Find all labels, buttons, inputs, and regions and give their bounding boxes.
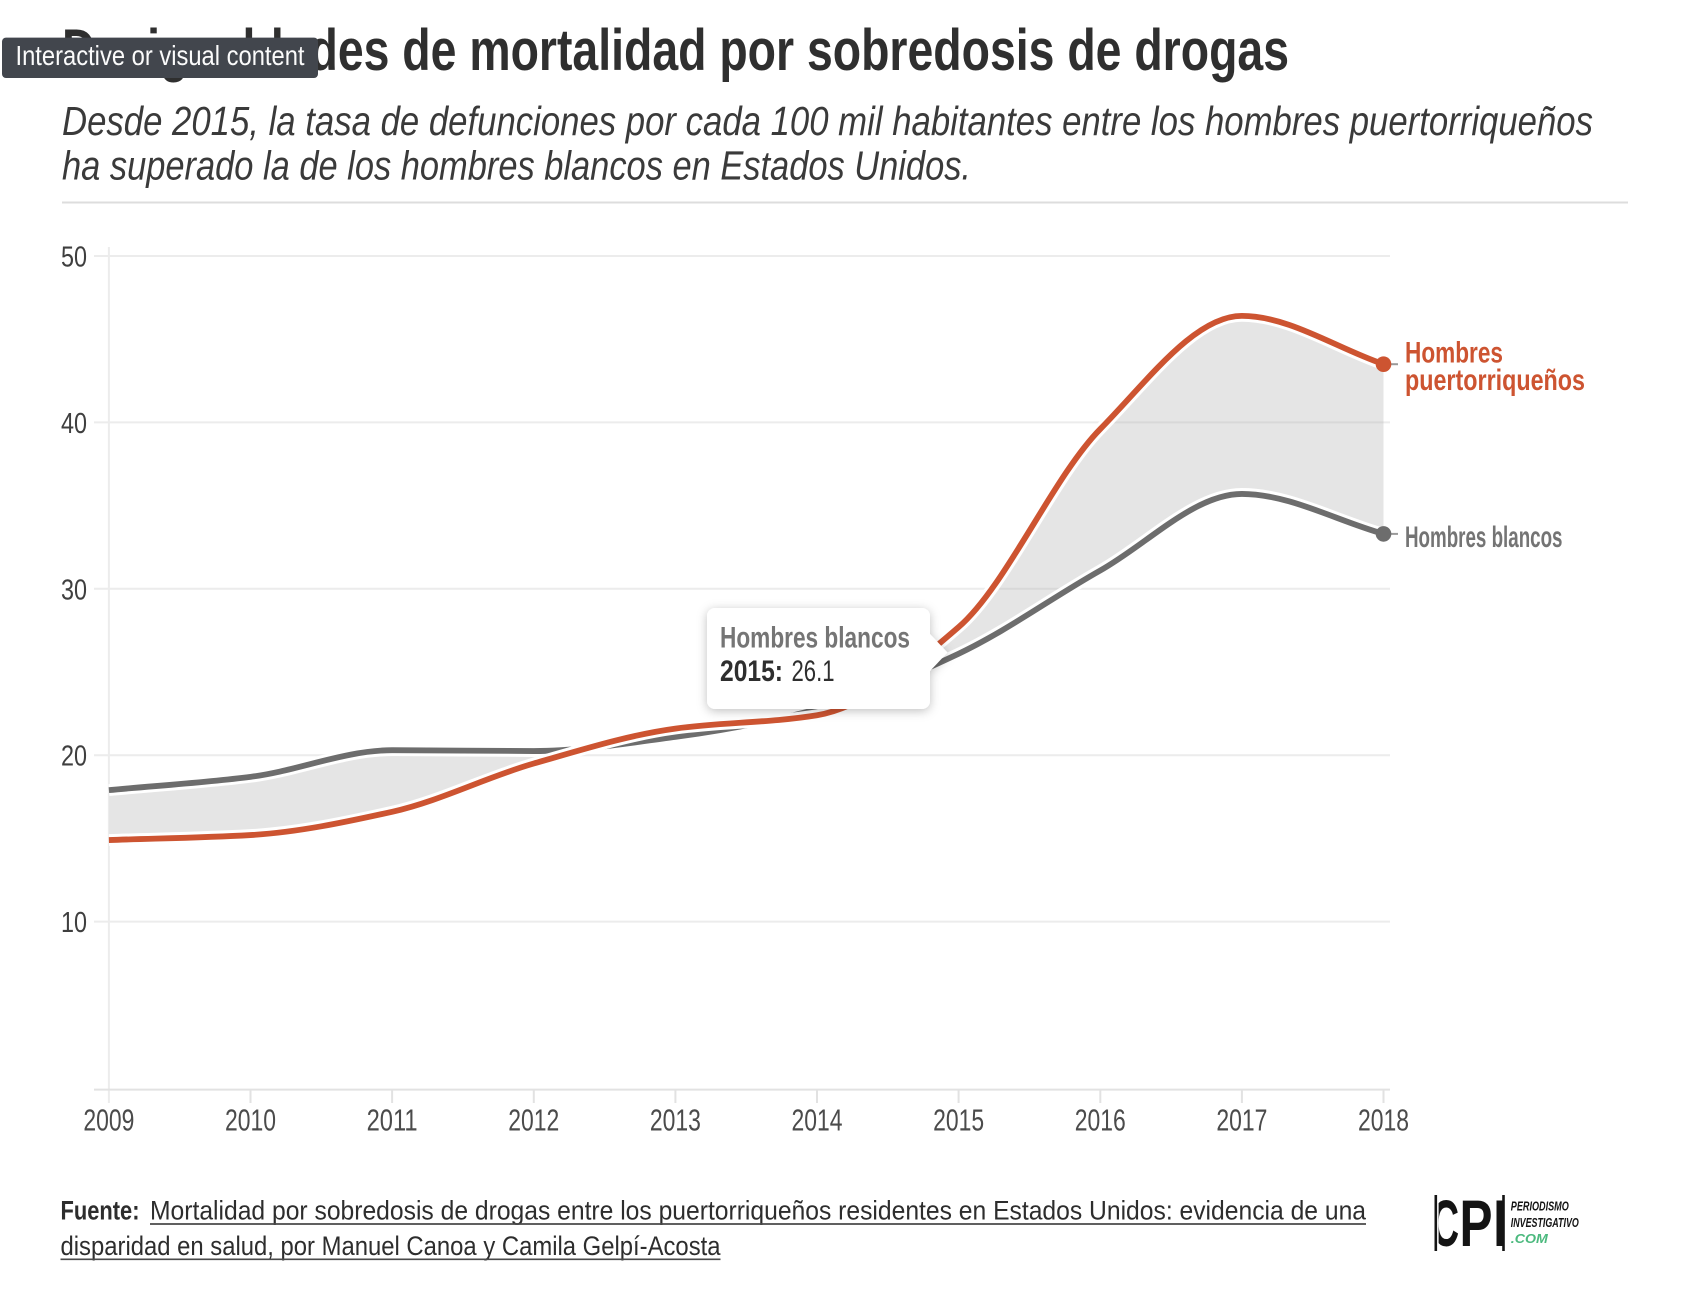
svg-text:20: 20 bbox=[61, 741, 87, 773]
svg-text:10: 10 bbox=[61, 907, 87, 939]
svg-text:50: 50 bbox=[61, 242, 87, 274]
svg-text:2012: 2012 bbox=[508, 1103, 559, 1138]
svg-text:.COM: .COM bbox=[1511, 1232, 1549, 1246]
svg-text:C: C bbox=[1432, 1187, 1460, 1260]
svg-text:2017: 2017 bbox=[1216, 1103, 1267, 1138]
svg-text:2014: 2014 bbox=[792, 1103, 843, 1138]
svg-text:Desde 2015, la tasa de defunci: Desde 2015, la tasa de defunciones por c… bbox=[62, 98, 1593, 144]
svg-text:2009: 2009 bbox=[83, 1103, 134, 1138]
svg-text:2010: 2010 bbox=[225, 1103, 276, 1138]
svg-text:2016: 2016 bbox=[1075, 1103, 1126, 1138]
svg-text:2011: 2011 bbox=[367, 1103, 418, 1138]
svg-text:40: 40 bbox=[61, 408, 87, 440]
svg-text:Fuente:: Fuente: bbox=[61, 1196, 140, 1226]
svg-text:P: P bbox=[1460, 1186, 1493, 1260]
svg-text:Hombres: Hombres bbox=[1405, 337, 1503, 370]
svg-text:2015: 2015 bbox=[933, 1103, 984, 1138]
svg-text:26.1: 26.1 bbox=[792, 655, 835, 688]
svg-text:Hombres blancos: Hombres blancos bbox=[1405, 521, 1563, 554]
svg-text:2018: 2018 bbox=[1358, 1103, 1409, 1138]
svg-text:Mortalidad por sobredosis de d: Mortalidad por sobredosis de drogas entr… bbox=[150, 1196, 1367, 1226]
svg-text:2013: 2013 bbox=[650, 1103, 701, 1138]
svg-text:ha superado la de los hombres: ha superado la de los hombres blancos en… bbox=[62, 143, 971, 189]
svg-text:PERIODISMO: PERIODISMO bbox=[1511, 1200, 1569, 1214]
svg-text:Interactive or visual content: Interactive or visual content bbox=[16, 40, 305, 71]
svg-text:puertorriqueños: puertorriqueños bbox=[1405, 364, 1585, 397]
svg-text:Hombres blancos: Hombres blancos bbox=[720, 622, 910, 655]
svg-text:2015:: 2015: bbox=[720, 655, 783, 688]
svg-text:disparidad en salud, por Manue: disparidad en salud, por Manuel Canoa y … bbox=[61, 1231, 722, 1261]
svg-text:30: 30 bbox=[61, 574, 87, 606]
svg-text:INVESTIGATIVO: INVESTIGATIVO bbox=[1511, 1216, 1579, 1230]
